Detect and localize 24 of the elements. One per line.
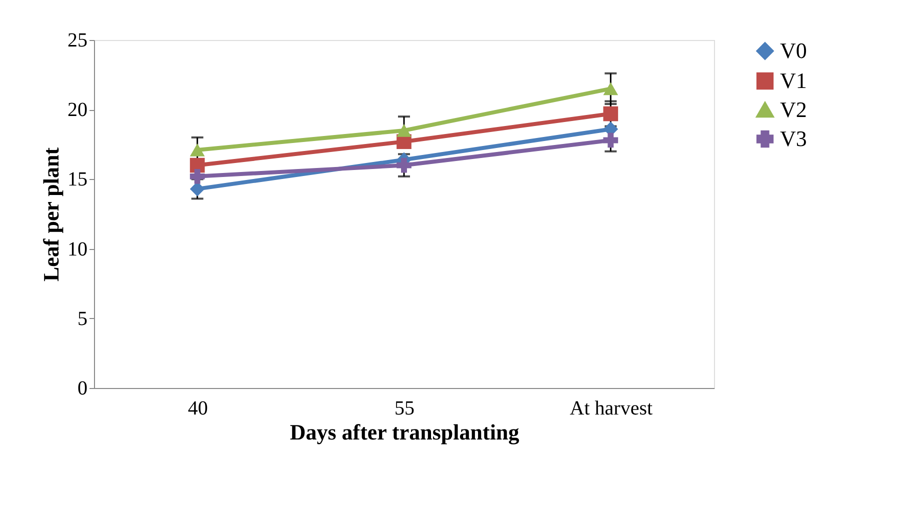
- legend-label: V3: [780, 126, 807, 151]
- y-tick-label: 5: [78, 308, 88, 330]
- x-axis-title: Days after transplanting: [290, 420, 520, 444]
- y-tick-label: 10: [68, 238, 88, 260]
- point: [603, 106, 618, 122]
- legend-label: V2: [780, 97, 807, 122]
- point: [396, 158, 412, 173]
- x-tick-label: 55: [394, 398, 414, 420]
- x-tick-label: At harvest: [570, 398, 653, 420]
- legend-label: V1: [780, 68, 807, 93]
- x-tick-label: 40: [188, 398, 208, 420]
- y-tick-label: 0: [78, 378, 88, 400]
- point: [396, 124, 412, 137]
- point: [603, 82, 618, 96]
- point: [603, 132, 618, 148]
- y-tick-label: 25: [68, 30, 88, 52]
- y-axis-title: Leaf per plant: [38, 146, 64, 282]
- point: [190, 169, 205, 184]
- point: [190, 182, 205, 196]
- point: [190, 144, 205, 156]
- legend-label: V0: [780, 38, 807, 63]
- y-tick-label: 15: [68, 168, 88, 191]
- y-tick-label: 20: [68, 99, 88, 122]
- point: [190, 158, 205, 173]
